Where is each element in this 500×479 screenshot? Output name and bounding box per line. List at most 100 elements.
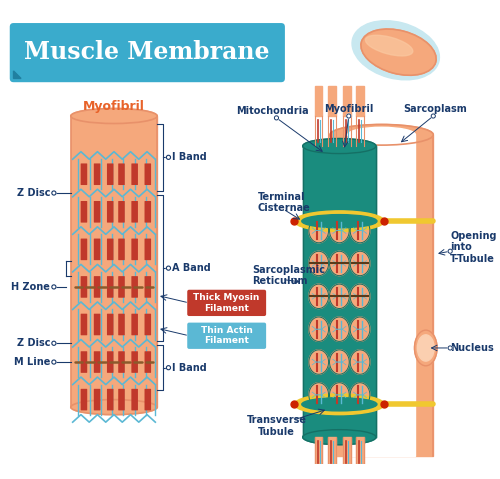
Ellipse shape — [302, 215, 377, 228]
Ellipse shape — [309, 218, 328, 243]
FancyBboxPatch shape — [107, 239, 114, 260]
Circle shape — [166, 155, 170, 160]
Circle shape — [431, 114, 436, 118]
Ellipse shape — [71, 399, 157, 415]
Text: Sarcoplasmic
Reticulum: Sarcoplasmic Reticulum — [252, 265, 325, 286]
Circle shape — [448, 249, 452, 253]
FancyBboxPatch shape — [132, 314, 138, 335]
Text: Transverse
Tubule: Transverse Tubule — [246, 415, 306, 437]
Text: I Band: I Band — [172, 152, 207, 162]
Ellipse shape — [330, 218, 349, 243]
FancyBboxPatch shape — [94, 239, 100, 260]
Polygon shape — [14, 71, 21, 79]
Bar — [356, 86, 364, 116]
FancyBboxPatch shape — [118, 276, 125, 298]
FancyBboxPatch shape — [187, 290, 266, 316]
Circle shape — [52, 285, 56, 289]
FancyBboxPatch shape — [80, 314, 87, 335]
Circle shape — [52, 191, 56, 195]
FancyBboxPatch shape — [132, 351, 138, 373]
FancyBboxPatch shape — [94, 201, 100, 223]
FancyBboxPatch shape — [107, 351, 114, 373]
FancyBboxPatch shape — [94, 163, 100, 185]
Ellipse shape — [350, 350, 370, 374]
FancyBboxPatch shape — [187, 323, 266, 349]
FancyBboxPatch shape — [107, 314, 114, 335]
Circle shape — [166, 266, 170, 270]
FancyBboxPatch shape — [80, 201, 87, 223]
Bar — [315, 86, 322, 116]
Text: M Line: M Line — [14, 357, 50, 367]
Circle shape — [166, 365, 170, 370]
FancyBboxPatch shape — [132, 163, 138, 185]
Ellipse shape — [309, 350, 328, 374]
Ellipse shape — [366, 35, 413, 56]
Text: Opening
into
T-Tubule: Opening into T-Tubule — [450, 231, 496, 264]
Text: I Band: I Band — [172, 363, 207, 373]
Ellipse shape — [352, 21, 440, 80]
FancyBboxPatch shape — [107, 163, 114, 185]
Ellipse shape — [330, 125, 434, 145]
Ellipse shape — [361, 29, 436, 75]
Circle shape — [52, 341, 56, 345]
Bar — [348, 135, 416, 456]
FancyBboxPatch shape — [118, 201, 125, 223]
Ellipse shape — [330, 350, 349, 374]
Ellipse shape — [302, 398, 377, 411]
Bar — [356, 437, 364, 467]
Ellipse shape — [294, 211, 384, 231]
FancyBboxPatch shape — [80, 351, 87, 373]
Circle shape — [274, 116, 278, 120]
Ellipse shape — [330, 383, 349, 407]
Text: Z Disc: Z Disc — [16, 338, 50, 348]
FancyBboxPatch shape — [144, 239, 151, 260]
Text: Z Disc: Z Disc — [16, 188, 50, 198]
Circle shape — [448, 346, 452, 350]
Text: A Band: A Band — [172, 263, 211, 273]
Text: Mitochondria: Mitochondria — [236, 106, 309, 116]
Text: Sarcoplasm: Sarcoplasm — [404, 104, 467, 114]
FancyBboxPatch shape — [107, 389, 114, 411]
Text: Muscle Membrane: Muscle Membrane — [24, 40, 270, 64]
Ellipse shape — [350, 383, 370, 407]
Ellipse shape — [309, 383, 328, 407]
Ellipse shape — [294, 394, 384, 415]
Ellipse shape — [302, 430, 376, 445]
Ellipse shape — [350, 284, 370, 308]
FancyBboxPatch shape — [94, 351, 100, 373]
FancyBboxPatch shape — [144, 389, 151, 411]
FancyBboxPatch shape — [107, 201, 114, 223]
FancyBboxPatch shape — [80, 389, 87, 411]
Ellipse shape — [309, 251, 328, 275]
Ellipse shape — [350, 251, 370, 275]
FancyBboxPatch shape — [94, 276, 100, 298]
FancyBboxPatch shape — [144, 201, 151, 223]
FancyBboxPatch shape — [80, 276, 87, 298]
FancyBboxPatch shape — [80, 163, 87, 185]
Ellipse shape — [309, 284, 328, 308]
FancyBboxPatch shape — [144, 163, 151, 185]
Bar — [343, 86, 350, 116]
Ellipse shape — [330, 251, 349, 275]
Ellipse shape — [309, 317, 328, 342]
Ellipse shape — [330, 317, 349, 342]
Bar — [343, 437, 350, 467]
Ellipse shape — [350, 317, 370, 342]
Ellipse shape — [348, 127, 416, 142]
FancyBboxPatch shape — [132, 389, 138, 411]
FancyBboxPatch shape — [118, 351, 125, 373]
FancyBboxPatch shape — [94, 389, 100, 411]
Ellipse shape — [302, 138, 376, 154]
FancyBboxPatch shape — [118, 314, 125, 335]
Circle shape — [346, 114, 351, 118]
FancyBboxPatch shape — [144, 276, 151, 298]
Ellipse shape — [350, 218, 370, 243]
Bar — [328, 437, 336, 467]
Text: Terminal
Cisternae: Terminal Cisternae — [258, 192, 310, 213]
Bar — [315, 437, 322, 467]
Bar — [302, 146, 376, 437]
Text: Myofibril: Myofibril — [83, 100, 145, 113]
FancyBboxPatch shape — [144, 351, 151, 373]
Ellipse shape — [330, 284, 349, 308]
FancyBboxPatch shape — [10, 23, 285, 82]
